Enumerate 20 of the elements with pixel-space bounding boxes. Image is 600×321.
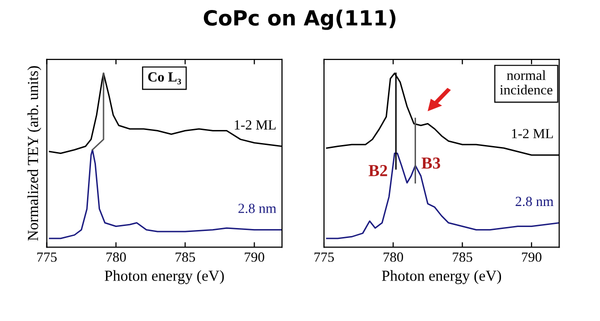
- x-tick-label: 785: [176, 252, 196, 262]
- series-label: 2.8 nm: [516, 196, 554, 206]
- x-tick-label: 785: [452, 252, 472, 262]
- x-tick-label: 775: [37, 252, 57, 262]
- series-label: 1-2 ML: [512, 128, 553, 138]
- x-axis-title: Photon energy (eV): [104, 270, 224, 284]
- x-axis-title: Photon energy (eV): [382, 270, 502, 284]
- series-label: 1-2 ML: [234, 120, 276, 130]
- annotation: normal incidence: [500, 70, 552, 95]
- x-tick-label: 790: [522, 252, 542, 262]
- chart-title: CoPc on Ag(111): [204, 10, 396, 30]
- annotation: B3: [422, 158, 440, 169]
- x-tick-label: 780: [106, 252, 126, 262]
- annotation: B2: [368, 165, 388, 176]
- x-tick-label: 775: [314, 252, 334, 262]
- annotation: Co L₃: [148, 72, 182, 84]
- y-axis-title: Normalized TEY (arb. units): [27, 66, 42, 241]
- x-tick-label: 790: [244, 252, 264, 262]
- series-label: 2.8 nm: [238, 204, 276, 214]
- x-tick-label: 780: [384, 252, 404, 262]
